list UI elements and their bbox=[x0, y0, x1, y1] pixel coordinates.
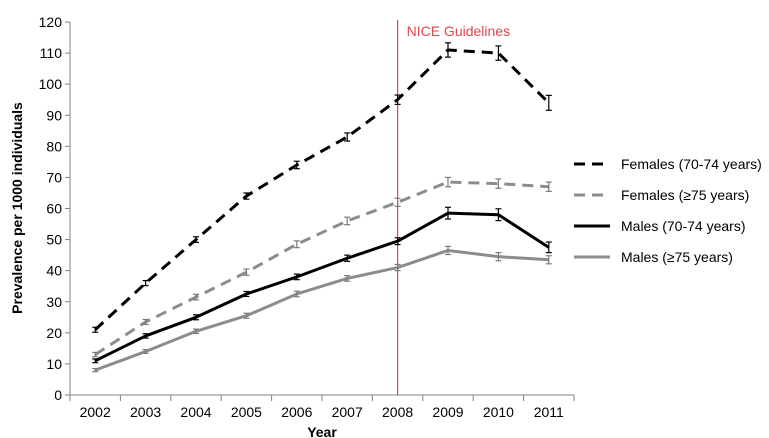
y-tick-label: 10 bbox=[46, 356, 62, 372]
legend-label-2: Males (70-74 years) bbox=[621, 218, 746, 234]
legend-label-1: Females (≥75 years) bbox=[621, 187, 749, 203]
legend-label-3: Males (≥75 years) bbox=[621, 249, 733, 265]
y-tick-label: 120 bbox=[39, 14, 63, 30]
series-layer bbox=[92, 42, 552, 373]
series-2 bbox=[92, 206, 552, 364]
y-tick-label: 50 bbox=[46, 232, 62, 248]
y-tick-label: 40 bbox=[46, 263, 62, 279]
y-tick-label: 20 bbox=[46, 325, 62, 341]
x-tick-label: 2006 bbox=[281, 404, 312, 420]
series-line bbox=[94, 211, 550, 363]
y-tick-label: 100 bbox=[39, 76, 63, 92]
x-tick-label: 2004 bbox=[180, 404, 211, 420]
y-tick-label: 0 bbox=[54, 387, 62, 403]
series-line bbox=[94, 48, 550, 331]
x-tick-label: 2007 bbox=[332, 404, 363, 420]
annotation-layer: NICE Guidelines bbox=[397, 20, 511, 395]
y-tick-label: 110 bbox=[40, 45, 63, 61]
axes-layer: 0 10 20 30 40 50 60 70 80 90 100 110 120 2002 2003 2004… bbox=[39, 14, 575, 420]
series-1 bbox=[92, 176, 552, 358]
x-tick-label: 2008 bbox=[382, 404, 413, 420]
legend-label-0: Females (70-74 years) bbox=[621, 156, 762, 172]
y-tick-label: 70 bbox=[46, 169, 62, 185]
legend: Females (70-74 years) Females (≥75 years)… bbox=[574, 156, 762, 265]
series-0 bbox=[92, 42, 552, 333]
series-line bbox=[94, 180, 549, 356]
x-tick-label: 2003 bbox=[130, 404, 161, 420]
x-tick-label: 2010 bbox=[483, 404, 514, 420]
x-axis-title: Year bbox=[307, 424, 337, 438]
series-line bbox=[94, 248, 549, 372]
x-tick-label: 2005 bbox=[231, 404, 262, 420]
y-tick-label: 60 bbox=[46, 201, 62, 217]
y-tick-label: 30 bbox=[46, 294, 62, 310]
y-tick-label: 80 bbox=[46, 138, 62, 154]
x-tick-label: 2009 bbox=[432, 404, 463, 420]
y-tick-label: 90 bbox=[46, 107, 62, 123]
series-3 bbox=[92, 245, 552, 373]
y-axis-title: Prevalence per 1000 individuals bbox=[9, 102, 25, 314]
nice-guidelines-label: NICE Guidelines bbox=[407, 23, 511, 39]
x-tick-label: 2002 bbox=[80, 404, 111, 420]
x-tick-label: 2011 bbox=[534, 404, 564, 420]
